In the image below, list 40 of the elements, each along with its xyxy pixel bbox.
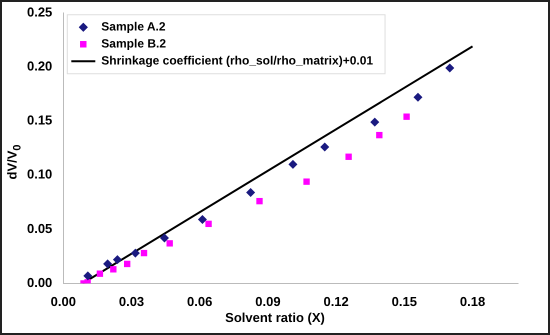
x-tick-label: 0.15 [392, 294, 417, 309]
x-tick-label: 0.03 [118, 294, 144, 309]
point [96, 270, 104, 277]
point [205, 220, 212, 228]
point [445, 64, 454, 73]
point [376, 132, 382, 138]
point [124, 260, 130, 268]
x-tick-label: 0.00 [50, 294, 76, 309]
legend-label: Sample B.2 [101, 36, 166, 51]
point [110, 266, 116, 273]
point [166, 240, 173, 247]
point [256, 198, 263, 204]
y-tick-label: 0.15 [26, 112, 52, 128]
y-tick-label: 0.20 [26, 58, 52, 74]
point [413, 92, 422, 102]
y-tick-label: 0.00 [26, 274, 52, 290]
point [246, 188, 256, 197]
point [403, 114, 410, 120]
y-tick-label: 0.05 [26, 220, 52, 236]
x-tick-label: 0.18 [460, 294, 486, 309]
x-axis-title: Solvent ratio (X) [224, 310, 326, 325]
legend-label: Shrinkage coefficient (rho_sol/rho_matrix)+0.01 [101, 54, 374, 68]
point [83, 271, 92, 280]
point [303, 178, 310, 185]
point [130, 248, 140, 258]
x-tick-label: 0.09 [255, 294, 281, 309]
point [140, 250, 148, 256]
y-tick-label: 0.10 [26, 166, 52, 182]
point [198, 215, 207, 224]
point [370, 118, 380, 127]
point [103, 259, 112, 268]
point [320, 142, 330, 152]
legend-label: Sample A.2 [101, 20, 166, 34]
point [160, 233, 169, 242]
x-tick-label: 0.12 [323, 294, 349, 309]
point [112, 255, 122, 264]
x-tick-label: 0.06 [187, 294, 212, 309]
point [288, 160, 298, 169]
point [345, 154, 352, 160]
y-tick-label: 0.25 [26, 4, 52, 20]
